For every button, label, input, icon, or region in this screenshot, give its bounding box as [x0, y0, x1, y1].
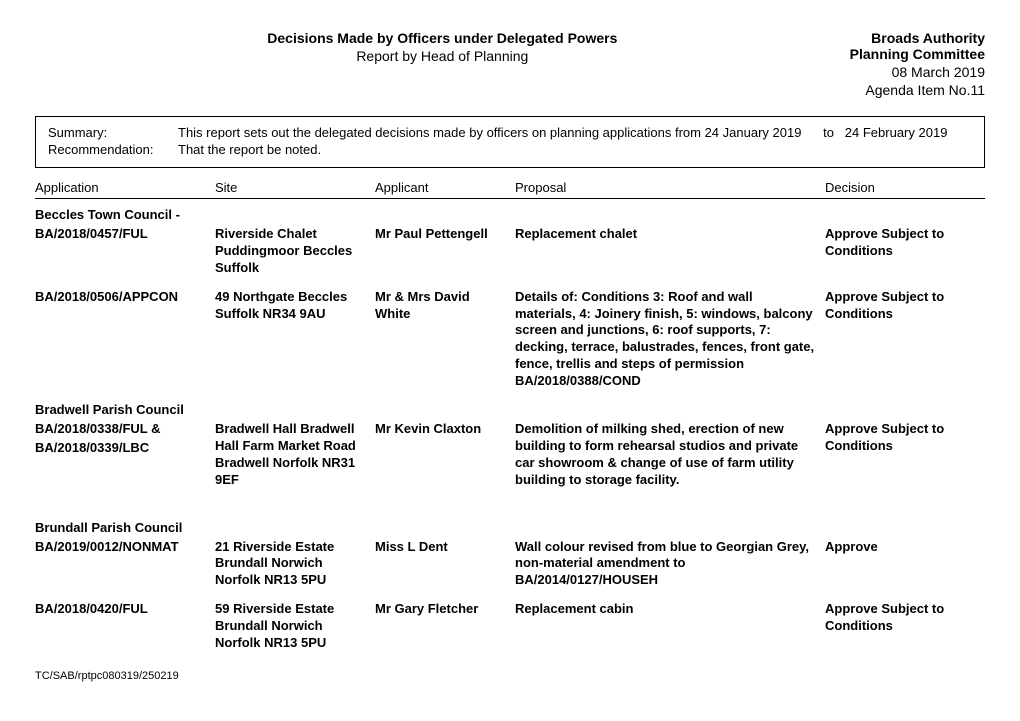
cell-application: BA/2019/0012/NONMAT [35, 539, 215, 590]
table-row: BA/2018/0420/FUL 59 Riverside Estate Bru… [35, 601, 985, 652]
footer-reference: TC/SAB/rptpc080319/250219 [35, 670, 985, 682]
cell-proposal: Wall colour revised from blue to Georgia… [515, 539, 825, 590]
report-date: 08 March 2019 [850, 64, 985, 80]
council-heading-beccles: Beccles Town Council - [35, 207, 985, 222]
col-application: Application [35, 180, 215, 195]
cell-decision: Approve Subject to Conditions [825, 421, 985, 489]
cell-proposal: Demolition of milking shed, erection of … [515, 421, 825, 489]
summary-date-to: 24 February 2019 [845, 125, 948, 140]
cell-decision: Approve Subject to Conditions [825, 226, 985, 277]
cell-application-line1: BA/2018/0338/FUL & [35, 421, 205, 438]
cell-application: BA/2018/0338/FUL & BA/2018/0339/LBC [35, 421, 215, 489]
table-row: BA/2019/0012/NONMAT 21 Riverside Estate … [35, 539, 985, 590]
summary-label: Summary: [48, 125, 178, 140]
authority-name: Broads Authority [850, 30, 985, 46]
summary-line: Summary: This report sets out the delega… [48, 125, 972, 140]
cell-applicant: Miss L Dent [375, 539, 515, 590]
cell-site: Bradwell Hall Bradwell Hall Farm Market … [215, 421, 375, 489]
cell-application: BA/2018/0457/FUL [35, 226, 215, 277]
header-left: Decisions Made by Officers under Delegat… [35, 30, 850, 98]
cell-site: Riverside Chalet Puddingmoor Beccles Suf… [215, 226, 375, 277]
cell-proposal: Replacement chalet [515, 226, 825, 277]
column-headers: Application Site Applicant Proposal Deci… [35, 180, 985, 199]
cell-applicant: Mr & Mrs David White [375, 289, 515, 390]
header-row: Decisions Made by Officers under Delegat… [35, 30, 985, 98]
council-heading-brundall: Brundall Parish Council [35, 520, 985, 535]
summary-text-a: This report sets out the delegated decis… [178, 125, 701, 140]
cell-site: 49 Northgate Beccles Suffolk NR34 9AU [215, 289, 375, 390]
cell-applicant: Mr Gary Fletcher [375, 601, 515, 652]
cell-applicant: Mr Paul Pettengell [375, 226, 515, 277]
col-applicant: Applicant [375, 180, 515, 195]
committee-name: Planning Committee [850, 46, 985, 62]
cell-proposal: Details of: Conditions 3: Roof and wall … [515, 289, 825, 390]
cell-decision: Approve [825, 539, 985, 590]
col-site: Site [215, 180, 375, 195]
summary-date-from: 24 January 2019 [705, 125, 802, 140]
page-subtitle: Report by Head of Planning [35, 48, 850, 64]
recommendation-line: Recommendation: That the report be noted… [48, 142, 972, 157]
recommendation-label: Recommendation: [48, 142, 178, 157]
cell-proposal: Replacement cabin [515, 601, 825, 652]
table-row: BA/2018/0457/FUL Riverside Chalet Puddin… [35, 226, 985, 277]
cell-application: BA/2018/0506/APPCON [35, 289, 215, 390]
header-right: Broads Authority Planning Committee 08 M… [850, 30, 985, 98]
cell-site: 59 Riverside Estate Brundall Norwich Nor… [215, 601, 375, 652]
cell-applicant: Mr Kevin Claxton [375, 421, 515, 489]
council-heading-bradwell: Bradwell Parish Council [35, 402, 985, 417]
table-row: BA/2018/0506/APPCON 49 Northgate Beccles… [35, 289, 985, 390]
agenda-item: Agenda Item No.11 [850, 82, 985, 98]
summary-text-b: to [823, 125, 834, 140]
col-decision: Decision [825, 180, 985, 195]
summary-box: Summary: This report sets out the delega… [35, 116, 985, 168]
cell-application: BA/2018/0420/FUL [35, 601, 215, 652]
cell-site: 21 Riverside Estate Brundall Norwich Nor… [215, 539, 375, 590]
col-proposal: Proposal [515, 180, 825, 195]
recommendation-text: That the report be noted. [178, 142, 972, 157]
table-row: BA/2018/0338/FUL & BA/2018/0339/LBC Brad… [35, 421, 985, 489]
summary-text: This report sets out the delegated decis… [178, 125, 972, 140]
cell-application-line2: BA/2018/0339/LBC [35, 440, 205, 457]
cell-decision: Approve Subject to Conditions [825, 601, 985, 652]
page-title: Decisions Made by Officers under Delegat… [35, 30, 850, 46]
cell-decision: Approve Subject to Conditions [825, 289, 985, 390]
